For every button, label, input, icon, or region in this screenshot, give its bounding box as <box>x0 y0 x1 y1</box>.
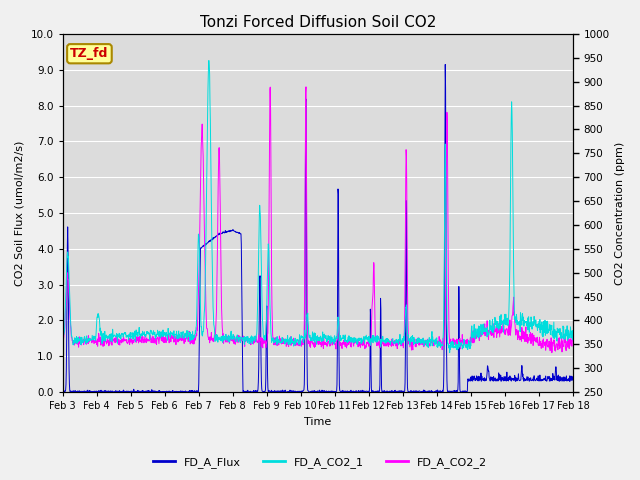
Text: TZ_fd: TZ_fd <box>70 47 109 60</box>
X-axis label: Time: Time <box>304 417 332 427</box>
Title: Tonzi Forced Diffusion Soil CO2: Tonzi Forced Diffusion Soil CO2 <box>200 15 436 30</box>
Legend: FD_A_Flux, FD_A_CO2_1, FD_A_CO2_2: FD_A_Flux, FD_A_CO2_1, FD_A_CO2_2 <box>148 452 492 472</box>
Y-axis label: CO2 Concentration (ppm): CO2 Concentration (ppm) <box>615 141 625 285</box>
Y-axis label: CO2 Soil Flux (umol/m2/s): CO2 Soil Flux (umol/m2/s) <box>15 140 25 286</box>
